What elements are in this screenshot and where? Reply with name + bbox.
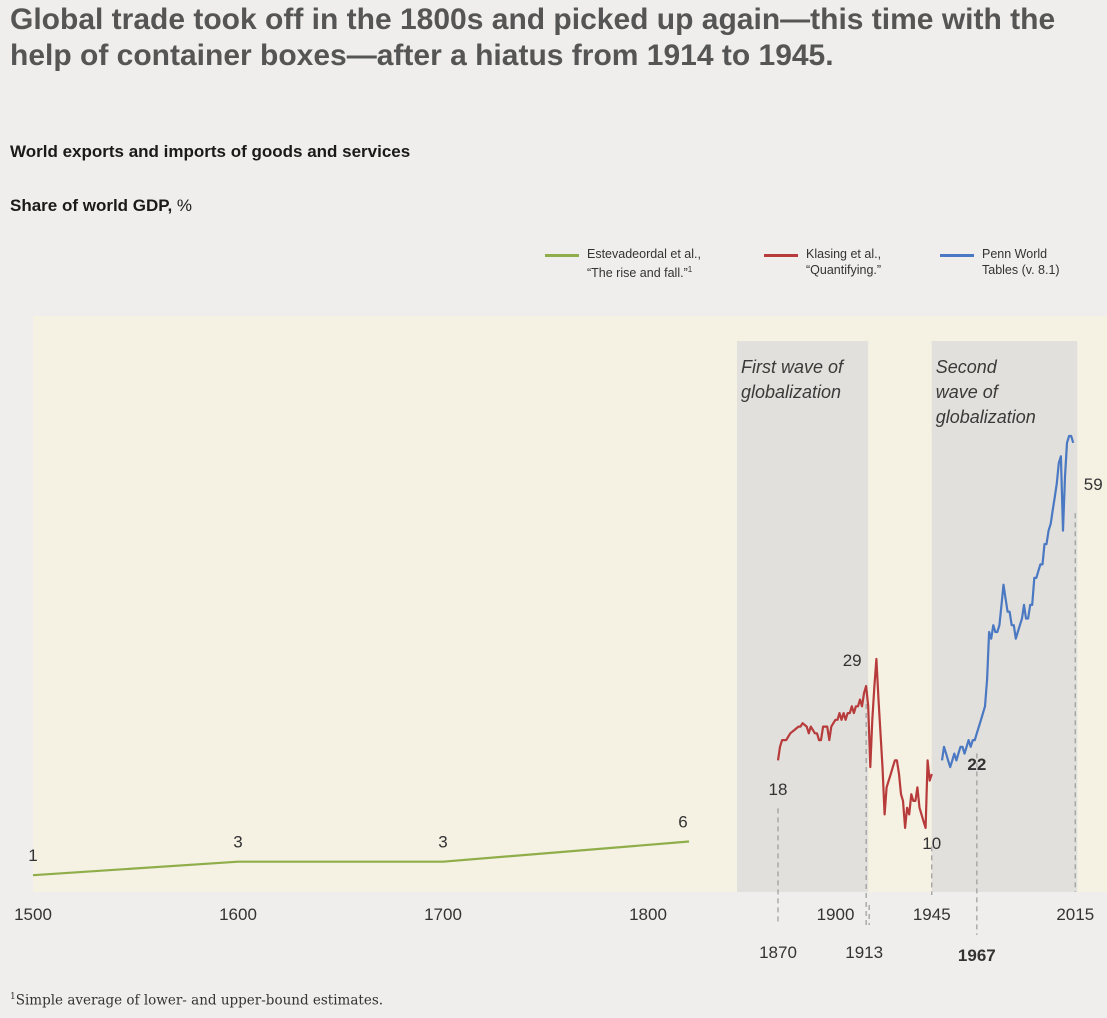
x-tick-2015: 2015 <box>1056 905 1094 924</box>
band-label-2-line2: wave of <box>936 382 1000 402</box>
trade-share-chart: First wave of globalization Second wave of g… <box>14 316 1107 965</box>
series-line-klasing <box>776 657 933 830</box>
band-label-1-line2: globalization <box>741 382 841 402</box>
legend-label-estevadeordal: Estevadeordal et al., “The rise and fall… <box>587 246 701 281</box>
x-tick-1967: 1967 <box>958 946 996 965</box>
data-label-2015: 59 <box>1084 475 1103 494</box>
y-axis-label-bold: Share of world GDP, <box>10 196 173 215</box>
data-label-1967: 22 <box>967 755 986 774</box>
y-axis-unit: % <box>176 196 193 215</box>
data-label-1820: 6 <box>678 812 687 831</box>
band-label-2-line1: Second <box>936 357 998 377</box>
y-axis-label: Share of world GDP, % <box>10 196 192 216</box>
x-tick-1900: 1900 <box>817 905 855 924</box>
footnote-marker: 1 <box>10 992 16 1002</box>
data-label-1600: 3 <box>233 833 242 852</box>
legend-swatch-klasing <box>764 254 798 257</box>
legend-label-klasing-line1: Klasing et al., <box>806 247 882 261</box>
data-label-1700: 3 <box>438 833 447 852</box>
legend-label-klasing-line2: “Quantifying.” <box>806 263 882 277</box>
legend-label-estevadeordal-line1: Estevadeordal et al., <box>587 247 701 261</box>
footnote-text: Simple average of lower- and upper-bound… <box>15 992 384 1009</box>
x-tick-1945: 1945 <box>913 905 951 924</box>
x-tick-1500: 1500 <box>14 905 52 924</box>
plot-background <box>33 316 1107 892</box>
band-label-1-line1: First wave of <box>741 357 845 377</box>
x-tick-1913: 1913 <box>845 943 883 962</box>
globalization-band-1 <box>737 341 869 892</box>
legend-label-estevadeordal-line2: “The rise and fall.” <box>587 266 688 281</box>
data-label-1945: 10 <box>922 834 941 853</box>
legend-label-penn: Penn World Tables (v. 8.1) <box>982 246 1060 278</box>
series-line-estevadeordal <box>32 840 690 877</box>
legend-label-penn-line1: Penn World <box>982 247 1048 261</box>
globalization-band-2 <box>931 341 1078 892</box>
legend-swatch-estevadeordal <box>545 254 579 257</box>
footnote: 1Simple average of lower- and upper-boun… <box>10 992 383 1009</box>
series-line-penn <box>940 434 1075 769</box>
legend-footnote-marker: 1 <box>687 265 693 274</box>
legend-swatch-penn <box>940 254 974 257</box>
legend-label-penn-line2: Tables (v. 8.1) <box>982 263 1060 277</box>
chart-title: World exports and imports of goods and s… <box>10 142 411 161</box>
x-tick-1870: 1870 <box>759 943 797 962</box>
data-label-1500: 1 <box>28 846 37 865</box>
x-tick-1700: 1700 <box>424 905 462 924</box>
data-label-1870: 18 <box>769 780 788 799</box>
band-label-2-line3: globalization <box>936 407 1036 427</box>
x-tick-1600: 1600 <box>219 905 257 924</box>
headline: Global trade took off in the 1800s and p… <box>10 3 1056 72</box>
data-label-1913: 29 <box>843 651 862 670</box>
legend-label-klasing: Klasing et al., “Quantifying.” <box>806 246 881 278</box>
x-tick-1800: 1800 <box>629 905 667 924</box>
